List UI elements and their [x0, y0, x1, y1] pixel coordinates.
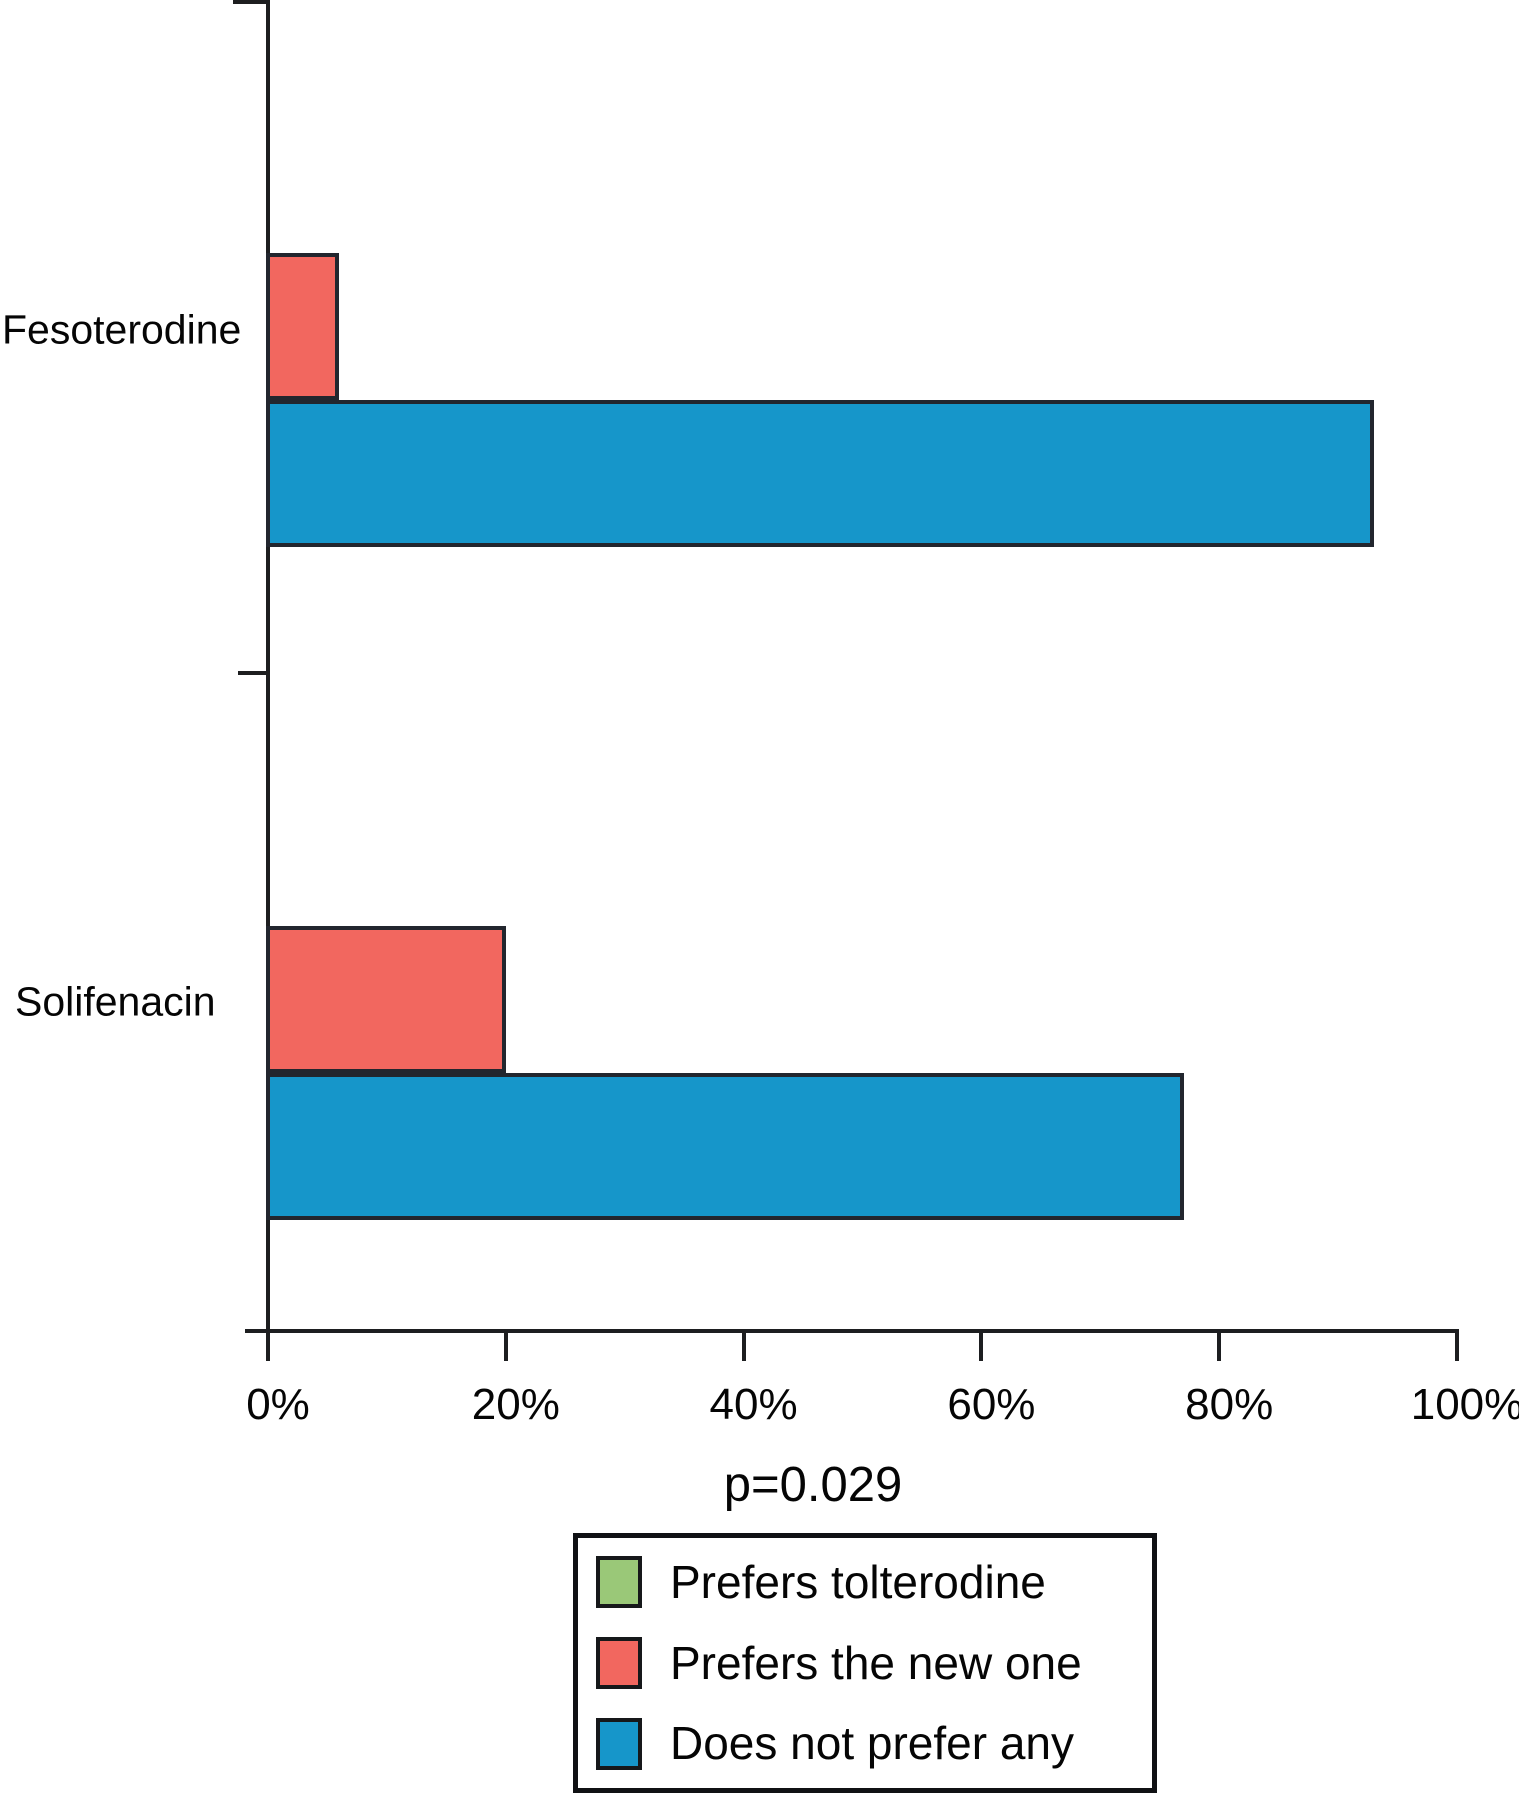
x-axis-tick-label-80: 80%	[1185, 1380, 1274, 1429]
x-axis-tick-20	[503, 1329, 508, 1361]
bar-fesoterodine-prefers-the-new-one	[266, 253, 339, 400]
legend-swatch-green	[596, 1556, 642, 1609]
legend-swatch-red	[596, 1636, 642, 1689]
x-axis-tick-100	[1455, 1329, 1459, 1361]
x-axis-tick-label-20: 20%	[471, 1380, 560, 1429]
bar-solifenacin-does-not-prefer-any	[266, 1073, 1184, 1220]
legend-label-tolterodine: Prefers tolterodine	[670, 1556, 1046, 1609]
x-axis-tick-label-100: 100%	[1410, 1380, 1519, 1429]
y-axis-tick-middle	[238, 671, 270, 675]
x-axis-tick-80	[1217, 1329, 1222, 1361]
legend-row-tolterodine: Prefers tolterodine	[596, 1556, 1152, 1609]
legend-row-not-any: Does not prefer any	[596, 1717, 1152, 1770]
x-axis-line	[245, 1329, 1459, 1333]
legend-swatch-blue	[596, 1717, 642, 1770]
legend-label-not-any: Does not prefer any	[670, 1717, 1075, 1770]
legend-row-new-one: Prefers the new one	[596, 1636, 1152, 1689]
x-axis-tick-60	[979, 1329, 984, 1361]
y-axis-tick-top	[233, 0, 270, 4]
category-label-solifenacin: Solifenacin	[15, 978, 216, 1025]
bar-fesoterodine-does-not-prefer-any	[266, 400, 1374, 547]
p-value-annotation: p=0.029	[723, 1458, 903, 1512]
y-axis-line	[266, 0, 270, 1360]
category-label-fesoterodine: Fesoterodine	[2, 306, 242, 353]
legend-box: Prefers tolterodine Prefers the new one …	[573, 1533, 1157, 1793]
x-axis-tick-0	[266, 1329, 270, 1361]
x-axis-tick-40	[741, 1329, 746, 1361]
legend-label-new-one: Prefers the new one	[670, 1636, 1082, 1689]
x-axis-tick-label-0: 0%	[246, 1380, 310, 1429]
bar-solifenacin-prefers-the-new-one	[266, 926, 506, 1073]
x-axis-tick-label-60: 60%	[947, 1380, 1036, 1429]
x-axis-tick-label-40: 40%	[709, 1380, 798, 1429]
